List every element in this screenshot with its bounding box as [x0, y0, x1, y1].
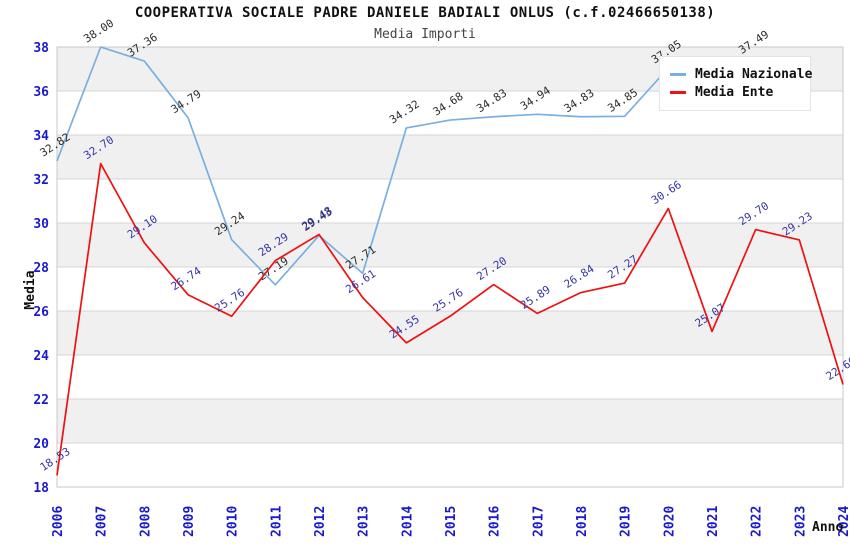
series-line-media-nazionale: [56, 46, 756, 286]
plot-band: [57, 443, 843, 487]
y-tick-label: 38: [33, 41, 49, 56]
x-tick-label: 2021: [706, 506, 721, 537]
legend: Media Nazionale Media Ente: [659, 56, 812, 111]
x-tick-label: 2011: [269, 506, 284, 537]
legend-swatch-ente-icon: [670, 91, 686, 94]
y-axis-title: Media: [23, 270, 38, 309]
series-line-media-ente: [56, 162, 844, 476]
x-tick-label: 2024: [837, 506, 850, 537]
legend-label-nazionale: Media Nazionale: [695, 67, 813, 82]
x-axis-title: Anno: [812, 520, 843, 535]
legend-label-ente: Media Ente: [695, 85, 774, 100]
plot-band: [57, 223, 843, 267]
point-label: 38.00: [81, 17, 116, 46]
chart-subtitle: Media Importi: [374, 27, 476, 42]
y-tick-label: 34: [33, 129, 49, 144]
plot-border: [56, 46, 844, 488]
y-tick-label: 18: [33, 481, 49, 496]
x-tick-label: 2015: [444, 506, 459, 537]
y-tick-label: 22: [33, 393, 49, 408]
x-tick-label: 2006: [51, 506, 66, 537]
y-tick-label: 32: [33, 173, 49, 188]
y-tick-label: 36: [33, 85, 49, 100]
x-tick-label: 2023: [793, 506, 808, 537]
y-tick-label: 30: [33, 217, 49, 232]
y-tick-label: 28: [33, 261, 49, 276]
legend-item-media-ente: Media Ente: [670, 85, 804, 100]
chart-title: COOPERATIVA SOCIALE PADRE DANIELE BADIAL…: [134, 5, 716, 21]
plot-band: [57, 311, 843, 355]
x-tick-label: 2010: [226, 506, 241, 537]
x-tick-label: 2012: [313, 506, 328, 537]
y-tick-label: 24: [33, 349, 49, 364]
plot-band: [57, 135, 843, 179]
x-tick-label: 2013: [357, 506, 372, 537]
x-tick-label: 2008: [138, 506, 153, 537]
x-tick-label: 2022: [750, 506, 765, 537]
y-tick-label: 26: [33, 305, 49, 320]
plot-band: [57, 179, 843, 223]
plot-band: [57, 355, 843, 399]
x-tick-label: 2016: [488, 506, 503, 537]
legend-swatch-nazionale-icon: [670, 73, 686, 76]
legend-item-media-nazionale: Media Nazionale: [670, 67, 812, 82]
x-tick-label: 2017: [531, 506, 546, 537]
plot-band: [57, 399, 843, 443]
x-tick-label: 2014: [400, 506, 415, 537]
plot-band: [57, 267, 843, 311]
x-tick-label: 2020: [662, 506, 677, 537]
x-tick-label: 2019: [619, 506, 634, 537]
y-tick-label: 20: [33, 437, 49, 452]
x-tick-label: 2009: [182, 506, 197, 537]
x-tick-label: 2018: [575, 506, 590, 537]
x-tick-label: 2007: [95, 506, 110, 537]
